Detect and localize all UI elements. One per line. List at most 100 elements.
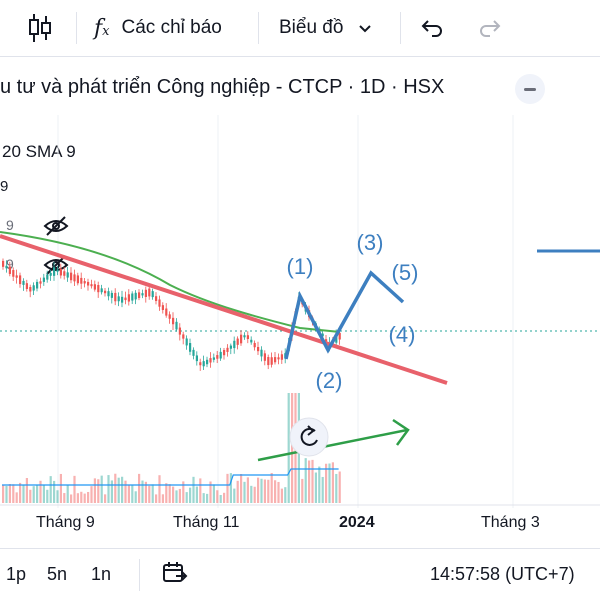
candle [240, 334, 243, 344]
volume-bar [291, 393, 294, 503]
volume-bar [270, 472, 273, 503]
reset-chart-button[interactable] [289, 417, 329, 457]
volume-bar [192, 476, 195, 503]
trendline[interactable] [0, 234, 448, 385]
volume-bar [59, 473, 62, 503]
sma-indicator-label[interactable]: 20 SMA 9 [2, 142, 76, 161]
redo-icon[interactable] [478, 8, 502, 48]
volume-bar [274, 480, 277, 503]
candle [83, 281, 86, 284]
candle [121, 296, 124, 303]
volume-bar [63, 493, 66, 503]
volume-bar [240, 474, 243, 503]
volume-bar [229, 473, 232, 503]
volume-bar [29, 489, 32, 503]
candle [29, 287, 32, 292]
volume-bar [19, 482, 22, 503]
candle [39, 281, 42, 284]
candle [236, 338, 239, 345]
price-chart[interactable]: (1) (2) (3) (4) (5) [0, 0, 600, 548]
volume-bar [83, 493, 86, 503]
volume-bar [100, 475, 103, 503]
time-axis-label: 2024 [339, 514, 375, 531]
candle [12, 270, 15, 277]
volume-bar [314, 472, 317, 503]
candle [185, 338, 188, 346]
volume-bar [8, 484, 11, 503]
candle [138, 292, 141, 299]
volume-bar [121, 476, 124, 503]
volume-bar [250, 485, 253, 503]
candle [148, 288, 151, 297]
candle [168, 314, 171, 319]
range-button-5n[interactable]: 5n [47, 564, 68, 584]
volume-bar [2, 485, 5, 503]
candle [124, 297, 127, 301]
undo-icon[interactable] [420, 8, 444, 48]
candle [212, 357, 215, 360]
symbol-title[interactable]: u tư và phát triển Công nghiệp - CTCP · … [0, 76, 445, 98]
volume-bar [280, 488, 283, 503]
candle [189, 343, 192, 352]
candle [321, 333, 324, 337]
candle [87, 281, 90, 286]
toolbar-divider [258, 12, 259, 44]
candlestick-icon[interactable] [26, 8, 56, 48]
trend-arrow[interactable] [257, 418, 410, 462]
candle [199, 362, 202, 366]
volume-bar [49, 476, 52, 503]
indicators-button[interactable]: fx Các chỉ báo [94, 8, 222, 48]
candle [260, 349, 263, 357]
candle [127, 294, 130, 302]
volume-bar [73, 475, 76, 503]
volume-bar [25, 477, 28, 503]
volume-bar [158, 475, 161, 503]
range-button-1n[interactable]: 1n [91, 564, 112, 584]
volume-bar [124, 480, 127, 503]
range-button-1p[interactable]: 1p [6, 564, 27, 584]
wave-label-2: (2) [316, 368, 343, 393]
candle [141, 293, 144, 296]
candle [257, 346, 260, 352]
candle [155, 296, 158, 302]
collapse-legend-button[interactable] [515, 74, 545, 104]
volume-bars [2, 393, 341, 503]
candle [73, 274, 76, 282]
chevron-down-icon [359, 25, 372, 33]
go-to-date-icon[interactable] [162, 561, 188, 590]
eye-off-icon[interactable] [43, 216, 69, 236]
volume-bar [308, 460, 311, 503]
candle [76, 275, 79, 284]
volume-bar [39, 480, 42, 503]
volume-bar [148, 485, 151, 503]
wave-label-5: (5) [392, 260, 419, 285]
volume-bar [195, 486, 198, 503]
candle [8, 266, 11, 274]
candle [335, 335, 338, 343]
wave-path[interactable] [284, 270, 405, 360]
candle [22, 280, 25, 285]
volume-bar [87, 491, 90, 503]
chart-menu-button[interactable]: Biểu đồ [279, 8, 373, 48]
wave-label-4: (4) [389, 322, 416, 347]
eye-off-icon[interactable] [43, 255, 69, 275]
candle [219, 351, 222, 359]
candle [104, 290, 107, 294]
volume-bar [304, 458, 307, 503]
volume-bar [199, 478, 202, 503]
volume-bar [318, 466, 321, 503]
time-axis-label: Tháng 11 [173, 514, 240, 531]
clock-display[interactable]: 14:57:58 (UTC+7) [430, 564, 575, 584]
volume-bar [161, 494, 164, 503]
volume-bar [15, 492, 18, 503]
candle [100, 288, 103, 293]
volume-bar [90, 486, 93, 503]
volume-bar [168, 484, 171, 503]
candle [66, 272, 69, 278]
candle [233, 340, 236, 349]
toolbar-divider [400, 12, 401, 44]
volume-bar [56, 490, 59, 503]
candle [178, 327, 181, 335]
candle [93, 284, 96, 290]
candle [246, 335, 249, 340]
